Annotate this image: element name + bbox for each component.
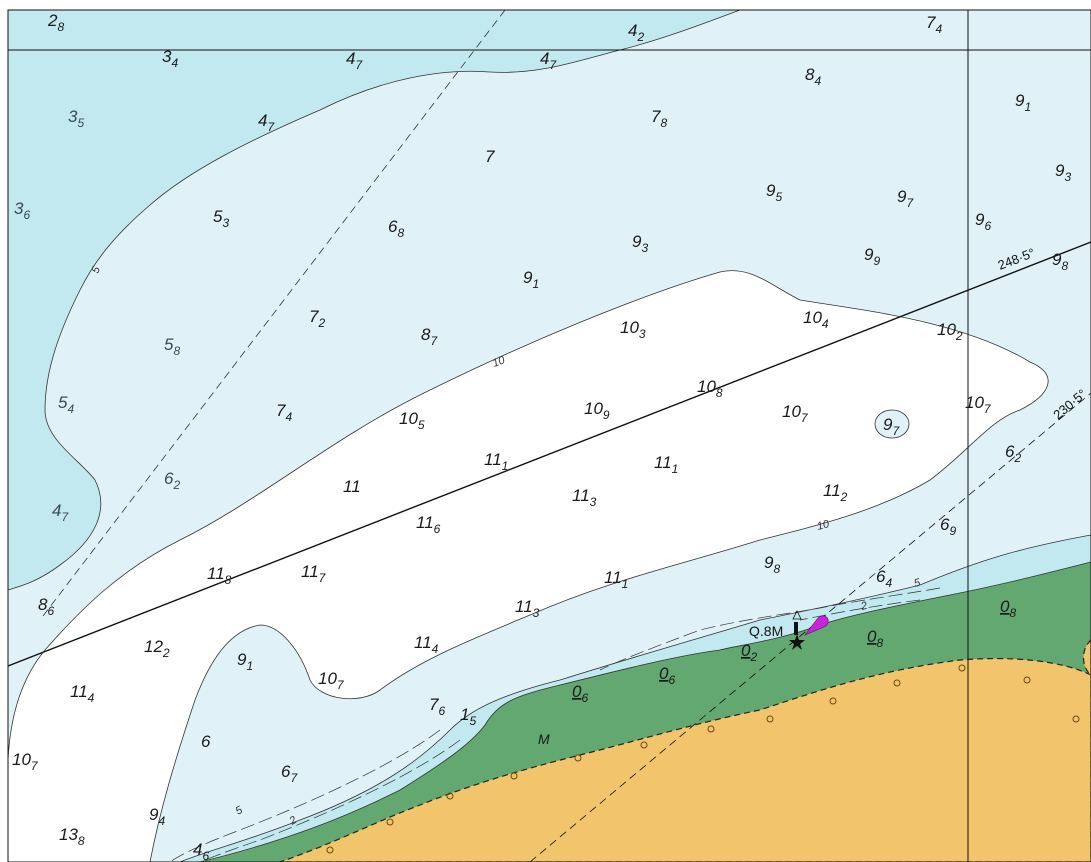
depth-sounding: 42 xyxy=(628,21,644,44)
depth-sounding: 117 xyxy=(301,562,327,585)
contour-5m xyxy=(169,587,941,862)
depth-sounding: 102 xyxy=(937,320,963,343)
depth-sounding: 6 xyxy=(201,732,211,751)
depth-sounding: 107 xyxy=(782,402,809,425)
depth-sounding: 62 xyxy=(164,469,180,492)
depth-sounding: 99 xyxy=(864,245,880,268)
deep-water-central xyxy=(8,270,1049,862)
depth-sounding: 68 xyxy=(388,217,404,240)
depth-sounding: 107 xyxy=(318,669,345,692)
depth-sounding: 53 xyxy=(213,207,229,230)
depth-sounding: 08 xyxy=(1000,597,1016,620)
depth-sounding: 97 xyxy=(897,187,914,210)
depth-sounding: 109 xyxy=(584,399,610,422)
depth-sounding: 84 xyxy=(805,65,821,88)
depth-sounding: 112 xyxy=(823,481,848,504)
depth-sounding: 93 xyxy=(632,232,648,255)
depth-sounding: 47 xyxy=(346,49,363,72)
depth-sounding: 104 xyxy=(803,308,829,331)
depth-sounding: 47 xyxy=(258,111,275,134)
shallow-water-dark-nw xyxy=(8,10,741,591)
depth-sounding: 93 xyxy=(1055,161,1071,184)
depth-sounding: 64 xyxy=(876,567,892,590)
depth-sounding: 86 xyxy=(38,595,54,618)
depth-sounding: 58 xyxy=(164,335,180,358)
depth-sounding: 114 xyxy=(70,682,95,705)
depth-sounding: 111 xyxy=(604,568,628,591)
depth-sounding: 7 xyxy=(485,147,495,166)
depth-sounding: 113 xyxy=(572,486,597,509)
shoal-patch xyxy=(874,409,910,439)
depth-sounding: 91 xyxy=(237,650,253,673)
depth-sounding: 122 xyxy=(144,637,170,660)
depth-sounding: 47 xyxy=(52,501,69,524)
seabed-symbols xyxy=(326,664,1080,854)
depth-sounding: 107 xyxy=(12,750,39,773)
depth-sounding: 138 xyxy=(59,825,85,848)
depth-sounding: 74 xyxy=(276,401,292,424)
bearing-line-248 xyxy=(8,241,1091,667)
depth-sounding: 69 xyxy=(940,515,956,538)
contour-label: 5 xyxy=(913,576,923,589)
depth-sounding: 108 xyxy=(697,377,723,400)
light-beacon[interactable] xyxy=(789,610,829,650)
depth-sounding: 91 xyxy=(1015,91,1031,114)
limit-line-nw xyxy=(39,10,506,621)
seabed-label: M xyxy=(538,731,550,747)
depth-sounding: 118 xyxy=(207,564,232,587)
depth-sounding: 28 xyxy=(47,11,64,34)
contour-label: 5 xyxy=(90,264,104,275)
depth-sounding: 54 xyxy=(58,393,74,416)
light-flare-icon xyxy=(804,615,829,636)
depth-sounding: 47 xyxy=(540,49,557,72)
light-characteristic: Q.8M xyxy=(749,623,783,639)
contour-2m xyxy=(199,599,921,862)
depth-sounding: 76 xyxy=(429,695,445,718)
depth-sounding: 72 xyxy=(309,307,325,330)
chart-frame xyxy=(7,9,1091,862)
soundings: 28 34 47 47 42 74 84 35 47 78 91 7 93 36 53 68 95 97 96 93 9… xyxy=(12,11,1071,862)
land-area-east xyxy=(1082,639,1091,676)
depth-sounding: 116 xyxy=(416,513,441,536)
beacon-icon xyxy=(794,622,798,635)
depth-sounding: 98 xyxy=(764,553,780,576)
depth-sounding: 111 xyxy=(484,450,508,473)
depth-sounding: 35 xyxy=(68,107,84,130)
depth-sounding: 78 xyxy=(651,107,667,130)
depth-sounding: 105 xyxy=(399,409,425,432)
contour-label: 10 xyxy=(491,354,507,370)
land-area xyxy=(279,657,1091,862)
depth-sounding: 02 xyxy=(741,641,757,664)
depth-sounding: 95 xyxy=(766,181,782,204)
depth-sounding: 94 xyxy=(149,805,165,828)
depth-sounding: 97 xyxy=(883,415,900,438)
depth-sounding: 36 xyxy=(14,199,30,222)
depth-sounding: 15 xyxy=(460,705,476,728)
depth-sounding: 74 xyxy=(926,13,942,36)
depth-sounding: 11 xyxy=(343,477,361,496)
depth-sounding: 98 xyxy=(1052,250,1068,273)
depth-sounding: 46 xyxy=(193,840,209,862)
depth-sounding: 113 xyxy=(515,597,540,620)
triangle-icon xyxy=(792,610,802,620)
contour-label: 10 xyxy=(816,518,832,533)
depth-sounding: 96 xyxy=(975,210,991,233)
depth-sounding: 67 xyxy=(281,762,298,785)
depth-sounding: 111 xyxy=(654,453,678,476)
star-icon xyxy=(789,634,805,650)
depth-sounding: 103 xyxy=(620,318,646,341)
depth-sounding: 91 xyxy=(523,268,539,291)
depth-sounding: 114 xyxy=(414,633,439,656)
depth-sounding: 107 xyxy=(965,393,992,416)
depth-sounding: 34 xyxy=(162,47,178,70)
contour-label: 2 xyxy=(859,600,869,613)
depth-sounding: 08 xyxy=(867,627,883,650)
depth-sounding: 06 xyxy=(659,664,675,687)
depth-sounding: 06 xyxy=(572,682,588,705)
depth-sounding: 62 xyxy=(1005,442,1021,465)
depth-sounding: 87 xyxy=(421,325,438,348)
